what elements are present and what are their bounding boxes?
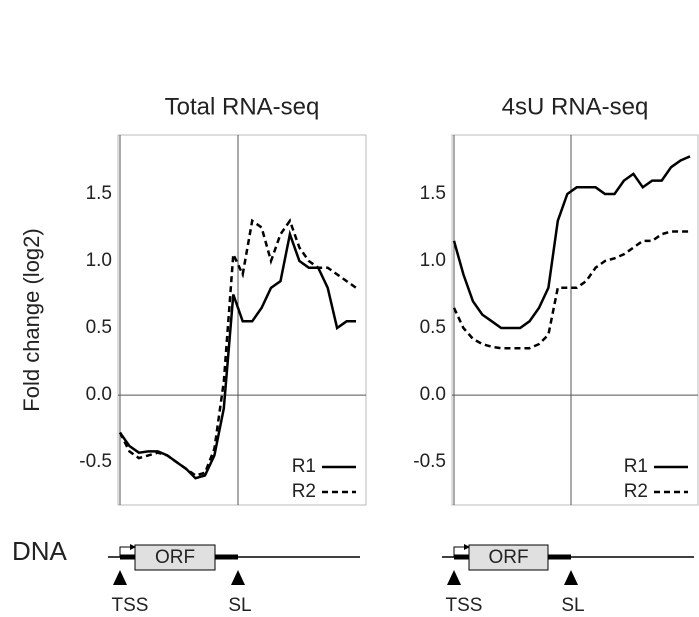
y-tick-label: 0.5	[420, 317, 446, 338]
tss-label: TSS	[112, 595, 149, 616]
tss-arrow	[119, 546, 132, 557]
chart-title: 4sU RNA-seq	[502, 93, 649, 120]
tss-arrowhead	[464, 544, 470, 550]
series-line	[118, 218, 357, 477]
orf-label: ORF	[488, 547, 528, 568]
y-tick-label: 1.0	[86, 250, 112, 271]
y-tick-label: 0.5	[86, 317, 112, 338]
y-tick-label: -0.5	[413, 451, 446, 472]
series-line	[452, 230, 690, 350]
plot-frame	[451, 134, 699, 506]
y-tick-label: 0.0	[86, 384, 112, 405]
tss-label: TSS	[446, 595, 483, 616]
y-tick-label: 1.0	[420, 250, 446, 271]
legend-label: R1	[624, 456, 648, 477]
orf-box	[468, 544, 549, 571]
series-line	[452, 155, 691, 330]
legend-label: R2	[292, 481, 316, 502]
legend-label: R2	[624, 481, 648, 502]
orf-box	[134, 544, 216, 571]
y-tick-label: -0.5	[79, 451, 112, 472]
y-tick-label: 0.0	[420, 384, 446, 405]
orf-label: ORF	[155, 547, 195, 568]
dna-label: DNA	[12, 536, 68, 566]
y-axis-label: Fold change (log2)	[19, 228, 44, 411]
chart-title: Total RNA-seq	[165, 93, 320, 120]
sl-marker	[231, 570, 245, 585]
tss-marker	[113, 570, 127, 585]
tss-arrowhead	[130, 544, 136, 550]
sl-marker	[564, 570, 578, 585]
y-tick-label: 1.5	[86, 183, 112, 204]
tss-marker	[447, 570, 461, 585]
legend-label: R1	[292, 456, 316, 477]
plot-frame	[117, 134, 367, 506]
sl-label: SL	[228, 595, 251, 616]
y-tick-label: 1.5	[420, 183, 446, 204]
sl-label: SL	[561, 595, 584, 616]
tss-arrow	[453, 546, 466, 557]
